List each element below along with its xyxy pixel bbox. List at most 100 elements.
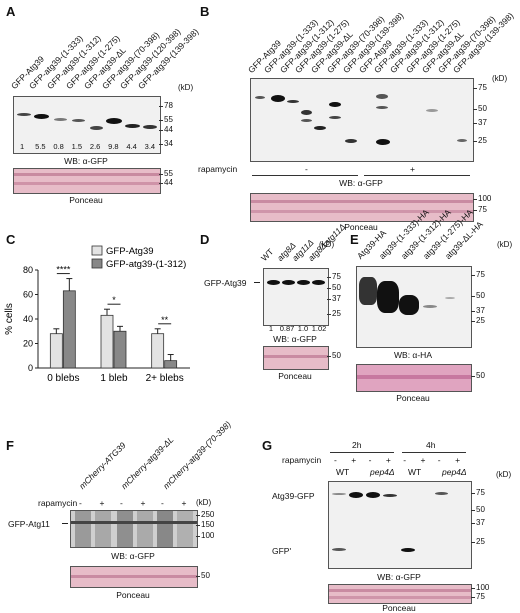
chart-ytick-label-4: 80 [23, 265, 33, 275]
panel-d-ponceau-label: Ponceau [278, 371, 312, 381]
panel-label-a: A [6, 4, 16, 19]
mwB-marker-1: 50 [478, 104, 487, 113]
legend-swatch-1 [91, 258, 103, 269]
mwB-marker-3: 25 [478, 136, 487, 145]
signF-5: + [181, 498, 187, 508]
mwA-tick-3 [159, 144, 163, 145]
panel-g-wb-label: WB: α-GFP [377, 572, 421, 582]
strainG-1: pep4Δ [370, 467, 395, 477]
panel-a-kd-unit: (kD) [178, 83, 194, 92]
pmwB-tick-0 [473, 199, 477, 200]
panel-f-rapamycin-label: rapamycin [38, 498, 78, 508]
mwE-tick-3 [471, 321, 475, 322]
panel-e-ponceau [356, 364, 472, 392]
signG-0: - [334, 455, 337, 465]
mwG-tick-1 [471, 510, 475, 511]
chart-ytick-label-2: 40 [23, 314, 33, 324]
pmwE-marker-0: 50 [476, 371, 485, 380]
panel-label-d: D [200, 232, 210, 247]
quantA-value-4: 2.6 [89, 142, 101, 151]
mwF-tick-1 [196, 525, 200, 526]
pmwB-marker-0: 100 [478, 194, 492, 203]
signG-6: - [437, 455, 441, 465]
mwG-marker-0: 75 [476, 488, 485, 497]
bar-2-1 [164, 360, 178, 369]
chart-ytick-label-1: 20 [23, 339, 33, 349]
mwB-tick-1 [473, 109, 477, 110]
pmwG-marker-1: 75 [476, 592, 485, 601]
chart-category-1: 1 bleb [100, 373, 128, 384]
quantA-value-7: 3.4 [144, 142, 156, 151]
quantA-value-2: 0.8 [53, 142, 64, 151]
chart-category-2: 2+ blebs [146, 373, 184, 384]
panel-f-row-label: GFP-Atg11 [8, 519, 50, 529]
bar-0-1 [62, 290, 76, 369]
mwF-marker-1: 150 [201, 520, 215, 529]
pmwA-tick-1 [159, 183, 163, 184]
bar-2-0 [151, 333, 165, 369]
mwE-tick-0 [471, 275, 475, 276]
chart-ylabel: % cells [4, 303, 15, 335]
panel-g-line-2h [330, 452, 394, 453]
chart-category-0: 0 blebs [47, 373, 79, 384]
panel-d-blot [263, 268, 329, 326]
sig-label-1: * [112, 295, 116, 305]
panel-label-g: G [262, 438, 273, 453]
panel-b-wb-label: WB: α-GFP [339, 178, 383, 188]
mwA-marker-2: 44 [164, 125, 173, 134]
mwB-marker-0: 75 [478, 83, 487, 92]
quantA-value-1: 5.5 [35, 142, 46, 151]
panel-g-timepoint-4h: 4h [426, 440, 436, 450]
panel-e-blot [356, 266, 472, 348]
panel-f-blot [70, 510, 198, 548]
panel-g-ponceau [328, 584, 472, 604]
quantA-value-6: 4.4 [126, 142, 137, 151]
pmwD-marker-0: 50 [332, 351, 341, 360]
quantA-value-3: 1.5 [71, 142, 83, 151]
quantD-value-1: 0.87 [279, 324, 295, 333]
quantA-value-0: 1 [20, 142, 25, 151]
panel-a-ponceau-label: Ponceau [69, 195, 103, 205]
pmwB-tick-1 [473, 210, 477, 211]
pmwA-marker-1: 44 [164, 178, 173, 187]
mwD-marker-0: 75 [332, 272, 341, 281]
mwG-tick-2 [471, 523, 475, 524]
panel-b-minus-sign: - [305, 164, 308, 174]
panel-f-wb-label: WB: α-GFP [111, 551, 155, 561]
panel-b-ponceau [250, 193, 474, 222]
mwE-marker-2: 37 [476, 306, 485, 315]
strainG-3: pep4Δ [442, 467, 467, 477]
strainG-0: WT [336, 467, 350, 477]
signG-1: + [351, 455, 357, 465]
mwB-tick-2 [473, 123, 477, 124]
pmwG-tick-1 [471, 597, 475, 598]
mwE-tick-2 [471, 311, 475, 312]
mwB-marker-2: 37 [478, 118, 487, 127]
mwE-tick-1 [471, 296, 475, 297]
legend-swatch-0 [91, 245, 103, 256]
panel-e-ponceau-label: Ponceau [396, 393, 430, 403]
panel-d-row-arrow [254, 282, 260, 283]
signF-3: + [140, 498, 146, 508]
signF-4: - [161, 498, 164, 508]
mwA-tick-0 [159, 106, 163, 107]
mwD-marker-2: 37 [332, 294, 341, 303]
mwD-tick-2 [327, 299, 331, 300]
panel-b-plus-sign: + [410, 164, 415, 174]
panel-f-kd-unit: (kD) [196, 498, 212, 507]
mwG-marker-3: 25 [476, 537, 485, 546]
panel-b-rapamycin-label: rapamycin [198, 164, 238, 174]
panel-e-wb-label: WB: α-HA [394, 350, 432, 360]
panel-b-ponceau-label: Ponceau [344, 222, 378, 232]
laneF-lane-2: mCherry-atg39-(70-398) [160, 419, 233, 491]
panel-c-bar-chart: 0 20 40 60 80 % cells 0 blebs **** 1 bleb * 2+ ble… [4, 245, 190, 384]
mwD-tick-0 [327, 277, 331, 278]
panel-label-c: C [6, 232, 16, 247]
mwF-tick-0 [196, 515, 200, 516]
quantA-value-5: 9.8 [108, 142, 119, 151]
mwA-marker-1: 55 [164, 115, 173, 124]
bar-1-1 [113, 330, 127, 369]
signF-2: - [120, 498, 123, 508]
mwD-tick-3 [327, 314, 331, 315]
mwE-marker-3: 25 [476, 316, 485, 325]
